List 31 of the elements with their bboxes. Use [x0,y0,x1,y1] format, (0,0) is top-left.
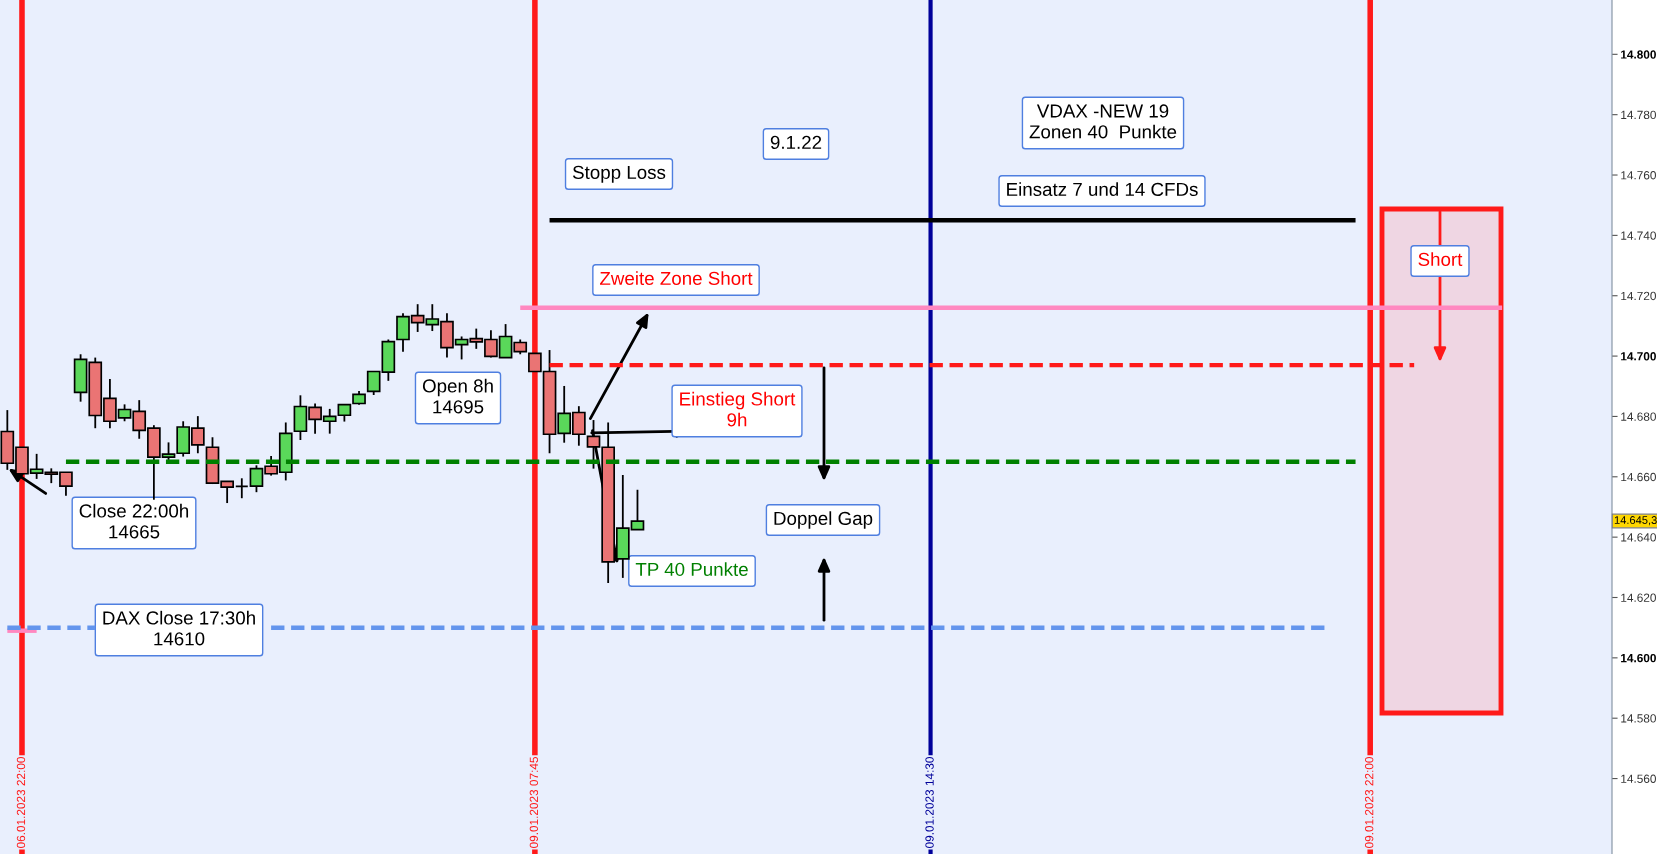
annotation: Einstieg Short 9h [680,391,796,427]
y-tick-label: 14.600 [1621,653,1656,663]
y-tick-label: 14.760 [1621,171,1656,180]
annotation: Open 8h 14695 [422,378,493,414]
annotation: Einsatz 7 und 14 CFDs [1007,182,1198,197]
annotation: Short [1418,252,1463,267]
y-tick-label: 14.660 [1621,472,1656,482]
y-tick-label: 14.560 [1621,774,1656,783]
annotation: DAX Close 17:30h 14610 [103,610,255,646]
candlestick [234,477,249,500]
annotation: 9.1.22 [770,135,822,150]
x-tick-label: 09.01.2023 07:45 [529,757,539,848]
annotation: Close 22:00h 14665 [79,503,189,539]
text: 14.645,3 [1614,516,1657,526]
y-tick-label: 14.780 [1621,110,1656,120]
x-tick-label: 09.01.2023 14:30 [925,757,934,848]
x-tick-label: 09.01.2023 22:00 [1365,757,1374,848]
annotation: Doppel Gap [774,511,873,529]
y-tick-label: 14.700 [1621,352,1656,361]
annotation: TP 40 Punkte [635,562,748,577]
annotation: Stopp Loss [572,165,666,183]
annotation: VDAX -NEW 19 Zonen 40 Punkte [1029,104,1177,139]
y-tick-label: 14.580 [1621,714,1656,723]
y-tick-label: 14.800 [1621,50,1656,59]
y-tick-label: 14.720 [1621,291,1656,301]
y-tick-label: 14.740 [1621,231,1656,240]
y-tick-label: 14.680 [1621,412,1656,421]
y-tick-label: 14.620 [1621,593,1656,602]
annotation: Zweite Zone Short [600,271,753,286]
y-tick-label: 14.640 [1621,533,1656,542]
x-tick-label: 06.01.2023 22:00 [16,757,26,848]
